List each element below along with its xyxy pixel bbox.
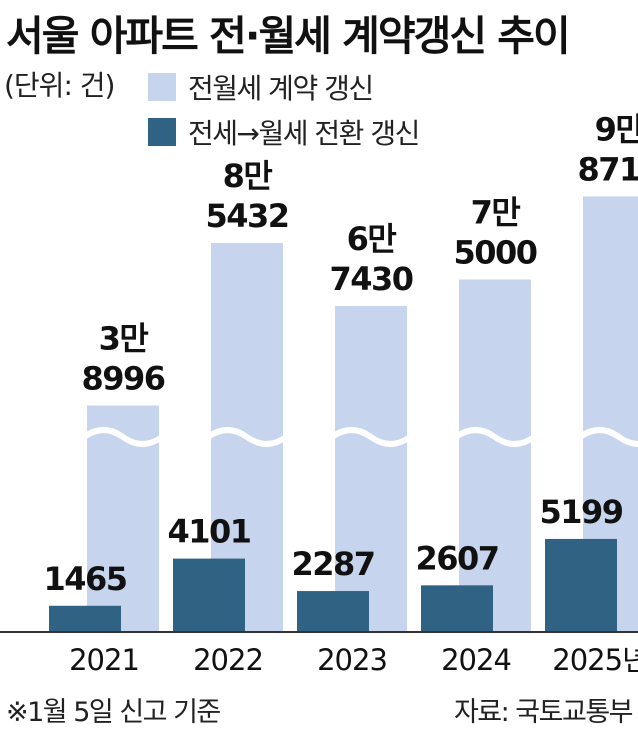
- label-total-2025년-line1: 9만: [595, 110, 638, 148]
- label-total-2022-line2: 5432: [205, 197, 288, 235]
- legend-item-conversion: 전세→월세 전환 갱신: [148, 112, 420, 152]
- label-conversion-2025년: 5199: [539, 493, 622, 531]
- legend-label-total: 전월세 계약 갱신: [188, 72, 374, 105]
- label-total-2024-line1: 7만: [471, 194, 521, 232]
- label-total-2021-line1: 3만: [99, 320, 149, 358]
- axis-break-2023: [330, 427, 412, 447]
- bar-conversion-2024: [421, 585, 493, 632]
- legend-swatch-conversion: [148, 118, 176, 146]
- x-tick-label-2025년: 2025년: [552, 643, 638, 677]
- axis-break-2021: [82, 427, 164, 447]
- unit-label: (단위: 건): [4, 69, 115, 102]
- legend-swatch-total: [148, 73, 176, 101]
- label-total-2021-line2: 8996: [81, 360, 164, 398]
- bar-conversion-2022: [173, 558, 245, 632]
- label-total-2023-line1: 6만: [347, 220, 397, 258]
- bar-total-2023: [335, 305, 407, 632]
- axis-break-2025년: [578, 427, 638, 447]
- bar-conversion-2025년: [545, 538, 617, 632]
- axis-break-2022: [206, 427, 288, 447]
- axis-break-2024: [454, 427, 536, 447]
- label-total-2025년-line2: 8719: [577, 150, 638, 188]
- x-tick-label-2021: 2021: [69, 643, 139, 677]
- bar-total-2024: [459, 279, 531, 632]
- bar-conversion-2021: [49, 605, 121, 632]
- label-conversion-2024: 2607: [415, 539, 498, 577]
- legend-label-conversion: 전세→월세 전환 갱신: [188, 117, 420, 150]
- label-conversion-2023: 2287: [291, 545, 374, 583]
- footnote: ※1월 5일 신고 기준: [6, 697, 221, 728]
- x-tick-label-2023: 2023: [317, 643, 387, 677]
- source-note: 자료: 국토교통부: [453, 697, 634, 728]
- bar-conversion-2023: [297, 591, 369, 632]
- label-conversion-2022: 4101: [167, 513, 250, 551]
- x-tick-label-2024: 2024: [441, 643, 511, 677]
- label-total-2023-line2: 7430: [329, 260, 412, 298]
- label-total-2024-line2: 5000: [453, 234, 536, 272]
- x-tick-label-2022: 2022: [193, 643, 263, 677]
- legend-item-total: 전월세 계약 갱신: [148, 67, 374, 107]
- label-conversion-2021: 1465: [43, 560, 126, 598]
- chart-title: 서울 아파트 전·월세 계약갱신 추이: [6, 12, 571, 60]
- label-total-2022-line1: 8만: [223, 157, 273, 195]
